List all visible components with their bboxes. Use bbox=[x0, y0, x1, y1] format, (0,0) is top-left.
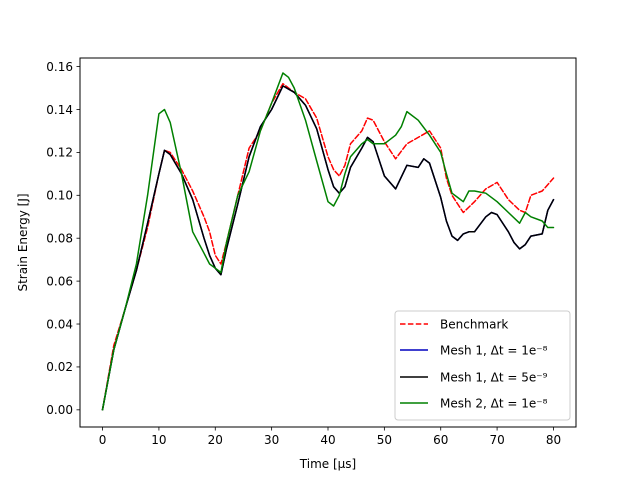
x-tick-label: 40 bbox=[320, 433, 335, 447]
series-line-4 bbox=[101, 72, 555, 411]
y-tick-label: 0.02 bbox=[46, 360, 73, 374]
y-tick-label: 0.16 bbox=[46, 60, 73, 74]
legend-label: Benchmark bbox=[440, 317, 508, 331]
x-axis-ticks: 0 10 20 30 40 50 60 70 80 bbox=[99, 427, 561, 447]
series-line-1 bbox=[101, 82, 555, 411]
plot-series bbox=[101, 72, 555, 411]
x-tick-label: 70 bbox=[489, 433, 504, 447]
x-tick-label: 80 bbox=[546, 433, 561, 447]
y-tick-label: 0.00 bbox=[46, 403, 73, 417]
y-tick-label: 0.06 bbox=[46, 274, 73, 288]
legend-label: Mesh 2, Δt = 1e⁻⁸ bbox=[440, 396, 548, 410]
legend: Benchmark Mesh 1, Δt = 1e⁻⁸ Mesh 1, Δt = 5… bbox=[394, 310, 571, 421]
x-tick-label: 30 bbox=[264, 433, 279, 447]
x-tick-label: 60 bbox=[433, 433, 448, 447]
y-tick-label: 0.04 bbox=[46, 317, 73, 331]
y-tick-label: 0.12 bbox=[46, 146, 73, 160]
y-tick-label: 0.10 bbox=[46, 189, 73, 203]
series-line-3 bbox=[101, 85, 555, 411]
legend-label: Mesh 1, Δt = 1e⁻⁸ bbox=[440, 343, 548, 357]
y-axis-label: Strain Energy [J] bbox=[16, 193, 30, 291]
x-tick-label: 50 bbox=[377, 433, 392, 447]
x-tick-label: 0 bbox=[99, 433, 107, 447]
x-axis-label: Time [μs] bbox=[299, 457, 356, 471]
legend-label: Mesh 1, Δt = 5e⁻⁹ bbox=[440, 370, 548, 384]
y-axis-ticks: 0.00 0.02 0.04 0.06 0.08 0.10 0.12 0.14 0.16 bbox=[46, 60, 80, 417]
y-tick-label: 0.14 bbox=[46, 103, 73, 117]
legend-box bbox=[394, 310, 571, 421]
x-tick-label: 10 bbox=[151, 433, 166, 447]
y-tick-label: 0.08 bbox=[46, 232, 73, 246]
x-tick-label: 20 bbox=[208, 433, 223, 447]
